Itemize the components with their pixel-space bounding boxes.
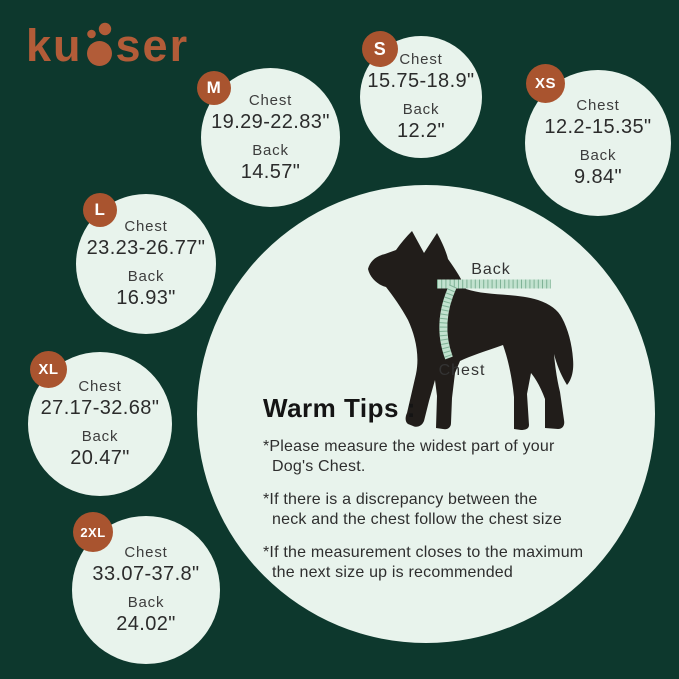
tip-line: the next size up is recommended (272, 564, 513, 581)
tip-line: *If the measurement closes to the maximu… (263, 544, 584, 561)
tip-item: *If there is a discrepancy between the n… (263, 490, 615, 530)
back-label: Back (127, 594, 165, 611)
paw-icon (86, 22, 112, 66)
chest-label: Chest (399, 51, 443, 68)
chest-range: 23.23-26.77" (86, 237, 206, 259)
chest-range: 27.17-32.68" (40, 397, 160, 419)
dog-silhouette-with-measuring-tapes (368, 231, 574, 430)
logo-text-ku: ku (26, 20, 83, 72)
chest-range: 15.75-18.9" (367, 70, 475, 92)
size-badge-2xl: 2XL (73, 512, 113, 552)
warm-tips-heading: Warm Tips : (263, 393, 416, 423)
chest-label: Chest (124, 218, 168, 235)
chest-range: 19.29-22.83" (211, 110, 330, 133)
back-label: Back (127, 268, 165, 285)
size-badge-xs: XS (526, 64, 565, 103)
chest-range: 12.2-15.35" (544, 116, 652, 138)
size-badge-xl: XL (30, 351, 67, 388)
chest-label: Chest (124, 544, 168, 561)
chest-range: 33.07-37.8" (92, 563, 200, 585)
tip-line: *Please measure the widest part of your (263, 438, 555, 455)
brand-logo: ku ser (26, 20, 190, 72)
size-badge-m: M (197, 71, 231, 105)
back-length: 12.2" (396, 120, 446, 142)
size-badge-s: S (362, 31, 398, 67)
back-label: Back (402, 101, 440, 118)
chest-measuring-tape (439, 284, 457, 360)
chest-label: Chest (78, 378, 122, 395)
back-length: 14.57" (240, 160, 301, 183)
back-label: Back (252, 141, 289, 159)
chest-label: Chest (576, 97, 620, 114)
logo-text-ser: ser (115, 20, 190, 72)
size-badge-l: L (83, 193, 117, 227)
dog-silhouette (368, 231, 574, 430)
back-length: 24.02" (116, 613, 176, 635)
central-panel: Back Chest Warm Tips : *Please measure t… (197, 185, 655, 643)
back-length: 20.47" (70, 447, 130, 469)
tip-line: *If there is a discrepancy between the (263, 491, 538, 508)
back-measure-label: Back (471, 261, 511, 278)
tip-item: *Please measure the widest part of your … (263, 437, 615, 477)
tip-item: *If the measurement closes to the maximu… (263, 543, 615, 583)
tip-line: Dog's Chest. (272, 458, 366, 475)
chest-label: Chest (248, 91, 293, 109)
back-label: Back (579, 147, 617, 164)
tip-line: neck and the chest follow the chest size (272, 511, 562, 528)
back-length: 9.84" (573, 166, 623, 188)
back-length: 16.93" (116, 287, 176, 309)
chest-measure-label: Chest (438, 362, 486, 379)
warm-tips-section: Warm Tips : *Please measure the widest p… (263, 393, 615, 583)
back-label: Back (81, 428, 119, 445)
